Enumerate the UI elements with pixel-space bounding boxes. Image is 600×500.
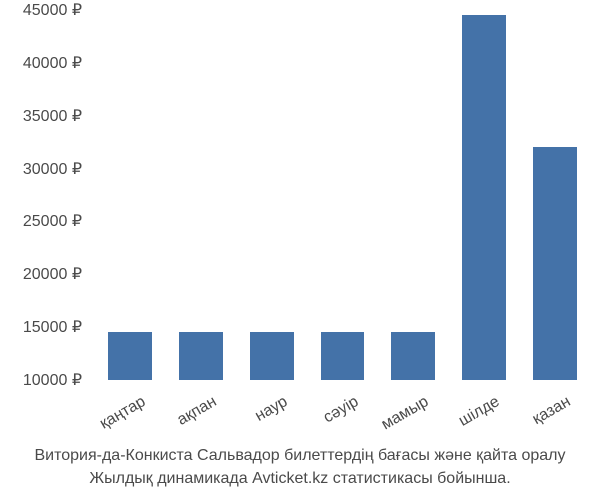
y-tick-label: 30000 ₽ [23,159,82,179]
bar [108,332,152,380]
bar [533,147,577,380]
x-tick-label: шілде [433,393,503,444]
y-tick-label: 35000 ₽ [23,106,82,126]
x-tick-label: сәуір [292,393,362,444]
bar [250,332,294,380]
chart-caption: Витория-да-Конкиста Сальвадор билеттерді… [0,445,600,490]
y-tick-label: 25000 ₽ [23,211,82,231]
bar [321,332,365,380]
x-tick-label: қаңтар [80,393,150,444]
x-tick-label: ақпан [150,393,220,444]
x-tick-label: наур [221,393,291,444]
y-tick-label: 10000 ₽ [23,370,82,390]
x-axis: қаңтарақпаннаурсәуірмамыршілдеқазан [95,385,590,435]
y-tick-label: 15000 ₽ [23,317,82,337]
bar [179,332,223,380]
y-tick-label: 20000 ₽ [23,264,82,284]
y-axis: 10000 ₽15000 ₽20000 ₽25000 ₽30000 ₽35000… [0,10,90,380]
y-tick-label: 45000 ₽ [23,0,82,20]
bar [462,15,506,380]
bars-container [95,10,590,380]
y-tick-label: 40000 ₽ [23,53,82,73]
chart-plot-area [95,10,590,380]
caption-line-2: Жылдық динамикада Avticket.kz статистика… [0,468,600,490]
x-tick-label: мамыр [363,393,433,444]
caption-line-1: Витория-да-Конкиста Сальвадор билеттерді… [0,445,600,467]
x-tick-label: қазан [504,393,574,444]
bar [391,332,435,380]
